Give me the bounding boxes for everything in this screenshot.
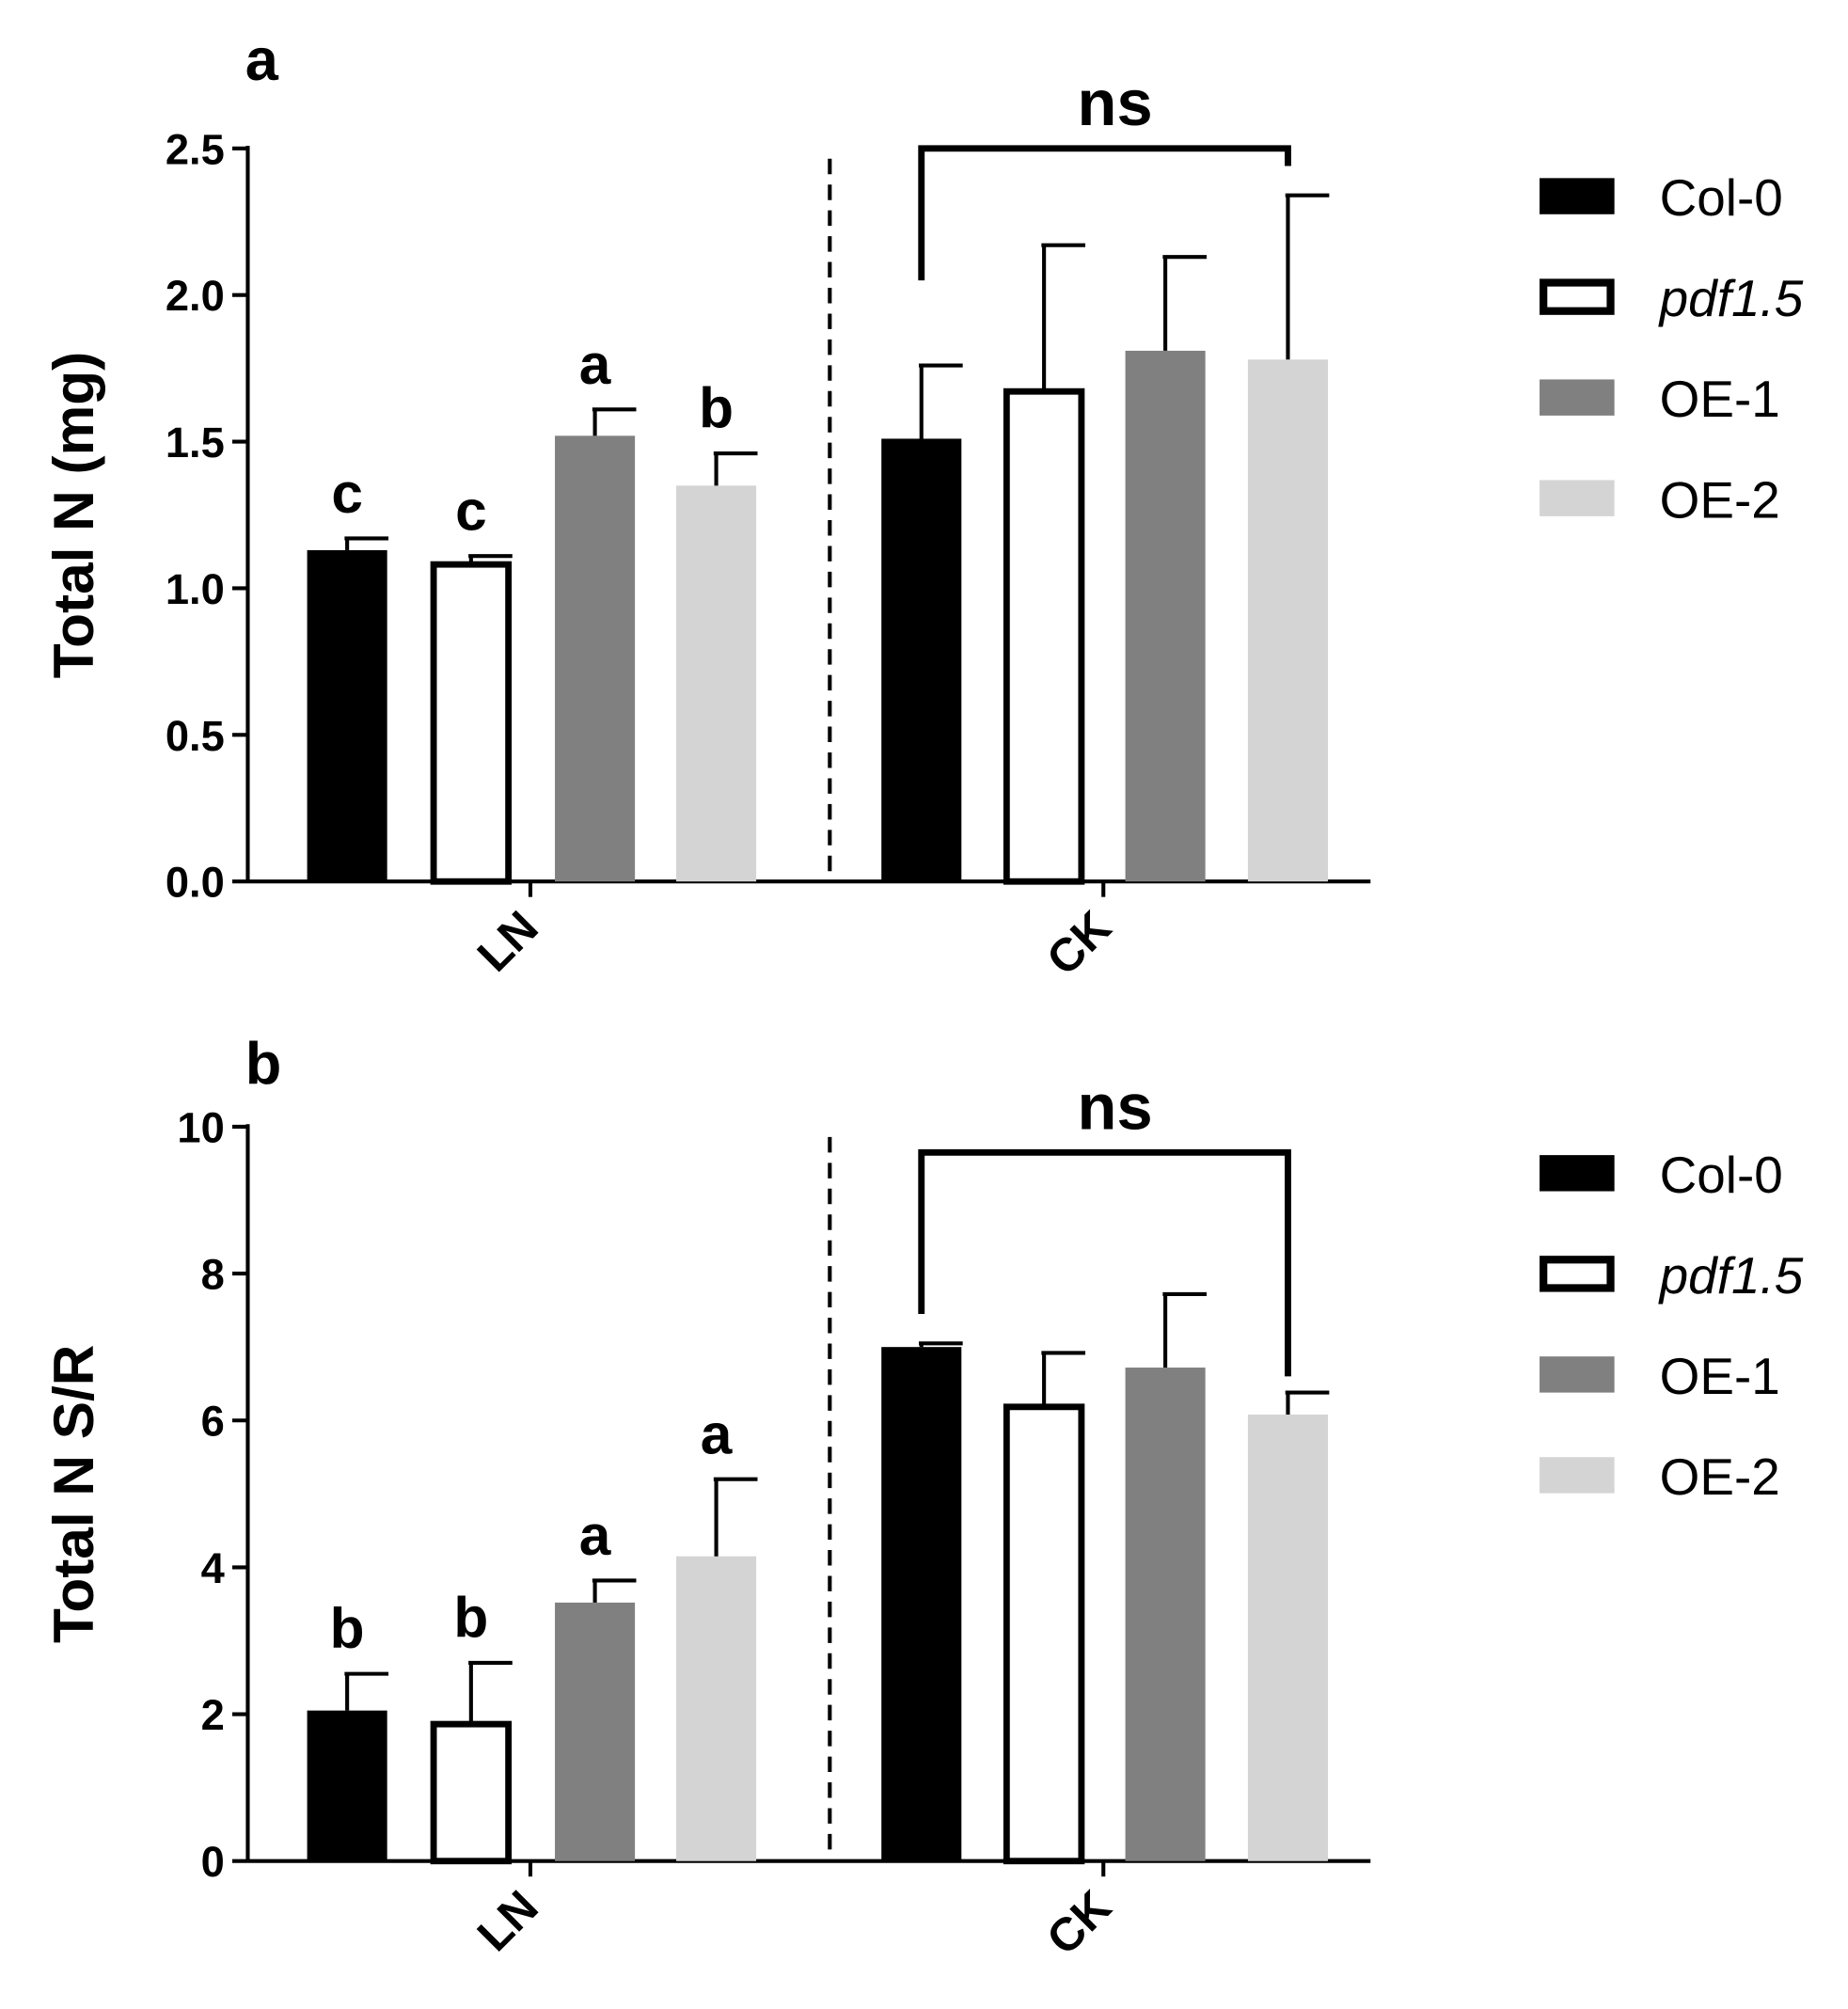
y-axis-label-b: Total N S/R bbox=[41, 1345, 105, 1643]
bar-a-LN-Col-0 bbox=[307, 549, 387, 882]
bar-a-CK-pdf1.5 bbox=[1003, 388, 1085, 885]
panel-label-b: b bbox=[245, 1032, 282, 1098]
bar-a-CK-Col-0 bbox=[881, 438, 962, 882]
legend-swatch-b-Col-0 bbox=[1540, 1155, 1615, 1192]
y-tick-label-a-2: 1.0 bbox=[166, 565, 225, 613]
x-tick-label-b-LN: LN bbox=[467, 1881, 547, 1961]
significance-label-b: ns bbox=[1078, 1071, 1153, 1144]
bar-b-LN-OE-2 bbox=[676, 1556, 757, 1861]
legend-swatch-a-OE-2 bbox=[1540, 480, 1615, 516]
y-tick-label-a-0: 0.0 bbox=[166, 859, 225, 907]
bar-b-CK-OE-2 bbox=[1247, 1415, 1329, 1861]
sig-letter-a-LN-Col-0: c bbox=[331, 461, 363, 525]
bar-b-LN-pdf1.5 bbox=[430, 1720, 513, 1865]
y-tick-label-b-1: 2 bbox=[201, 1691, 225, 1739]
significance-bracket-a bbox=[918, 145, 1291, 281]
bar-a-LN-OE-2 bbox=[676, 485, 757, 882]
legend-swatch-b-OE-2 bbox=[1540, 1457, 1615, 1494]
sig-letter-b-LN-pdf1.5: b bbox=[453, 1585, 488, 1649]
bar-a-CK-OE-2 bbox=[1247, 359, 1329, 882]
legend-label-b-OE-1: OE-1 bbox=[1660, 1347, 1780, 1405]
significance-bracket-b bbox=[918, 1148, 1291, 1377]
y-tick-label-b-2: 4 bbox=[201, 1544, 225, 1592]
sig-letter-b-LN-Col-0: b bbox=[330, 1596, 365, 1660]
y-tick-label-a-4: 2.0 bbox=[166, 272, 225, 320]
bar-a-LN-OE-1 bbox=[555, 435, 636, 882]
legend-label-b-Col-0: Col-0 bbox=[1660, 1146, 1783, 1204]
bar-a-LN-pdf1.5 bbox=[430, 561, 513, 885]
y-axis-label-a: Total N (mg) bbox=[41, 352, 105, 679]
bar-b-CK-Col-0 bbox=[881, 1347, 962, 1861]
bar-b-LN-Col-0 bbox=[307, 1710, 387, 1861]
significance-label-a: ns bbox=[1078, 67, 1153, 139]
y-tick-label-b-4: 8 bbox=[201, 1251, 225, 1299]
panel-a: a Total N (mg) 0.0 0.5 1.0 1.5 2.0 2.5 LN CK c c a b n… bbox=[41, 27, 1804, 985]
x-tick-label-b-CK: CK bbox=[1037, 1881, 1122, 1966]
panel-b: b Total N S/R 0 2 4 6 8 10 LN CK b b a a ns Col-0 pdf1.5… bbox=[41, 1032, 1804, 1965]
x-tick-label-a-LN: LN bbox=[467, 901, 547, 981]
legend-label-a-pdf1.5: pdf1.5 bbox=[1658, 269, 1804, 327]
legend-label-a-OE-2: OE-2 bbox=[1660, 470, 1780, 529]
bar-b-LN-OE-1 bbox=[555, 1602, 636, 1861]
y-tick-label-a-5: 2.5 bbox=[166, 125, 225, 173]
legend-swatch-b-OE-1 bbox=[1540, 1356, 1615, 1393]
sig-letter-a-LN-OE-2: b bbox=[699, 376, 734, 440]
bar-b-CK-pdf1.5 bbox=[1003, 1403, 1085, 1865]
y-tick-label-a-3: 1.5 bbox=[166, 419, 225, 467]
y-tick-label-b-5: 10 bbox=[177, 1103, 224, 1151]
y-tick-label-b-0: 0 bbox=[201, 1838, 225, 1886]
legend-swatch-a-Col-0 bbox=[1540, 178, 1615, 214]
legend-label-b-pdf1.5: pdf1.5 bbox=[1658, 1246, 1804, 1305]
legend-swatch-a-OE-1 bbox=[1540, 379, 1615, 416]
y-tick-label-b-3: 6 bbox=[201, 1398, 225, 1446]
legend-swatch-a-pdf1.5 bbox=[1540, 278, 1615, 315]
sig-letter-a-LN-pdf1.5: c bbox=[455, 479, 487, 543]
legend-swatch-b-pdf1.5 bbox=[1540, 1256, 1615, 1292]
bar-b-CK-OE-1 bbox=[1125, 1368, 1206, 1861]
sig-letter-b-LN-OE-2: a bbox=[701, 1401, 733, 1465]
bar-a-CK-OE-1 bbox=[1125, 350, 1206, 882]
legend-label-b-OE-2: OE-2 bbox=[1660, 1447, 1780, 1506]
legend-label-a-OE-1: OE-1 bbox=[1660, 370, 1780, 428]
sig-letter-b-LN-OE-1: a bbox=[579, 1503, 611, 1567]
sig-letter-a-LN-OE-1: a bbox=[579, 332, 611, 396]
x-tick-label-a-CK: CK bbox=[1037, 901, 1122, 986]
panel-label-a: a bbox=[245, 27, 279, 93]
legend-label-a-Col-0: Col-0 bbox=[1660, 168, 1783, 227]
y-tick-label-a-1: 0.5 bbox=[166, 712, 225, 760]
